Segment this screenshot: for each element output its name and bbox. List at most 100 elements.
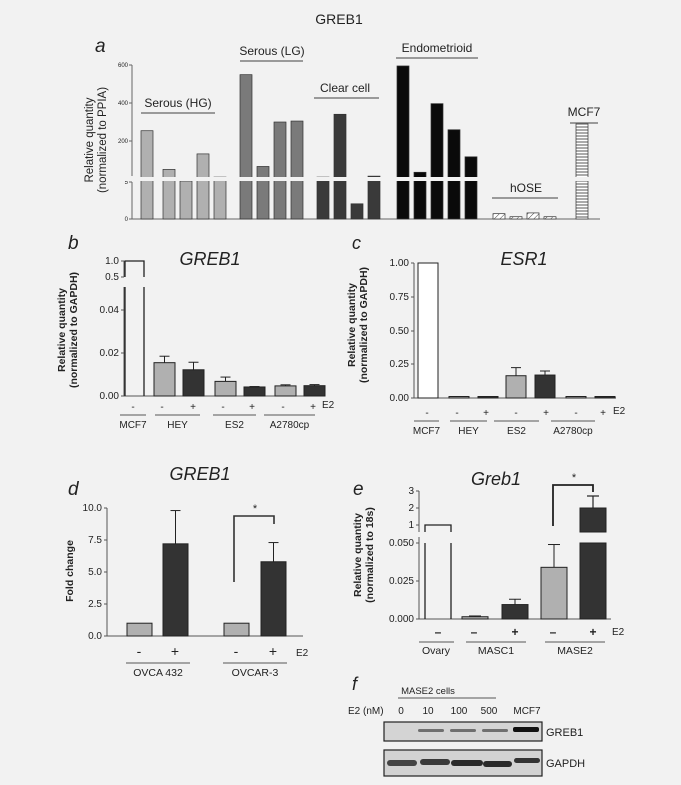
sign: +: [310, 402, 316, 413]
ytick: 3: [408, 486, 414, 497]
panel-f-lane-labels: 0 10 100 500 MCF7: [398, 706, 541, 717]
bar: [273, 121, 287, 220]
bar: [303, 385, 326, 397]
cell-line-label: MCF7: [119, 420, 147, 431]
cell-line-label: ES2: [507, 426, 526, 437]
ytick: 0.00: [390, 393, 410, 404]
panel-a-ylabel-line1: Relative quantity: [84, 97, 96, 182]
panel-c-ylabel-line1: Relative quantity: [346, 283, 358, 367]
sign: -: [514, 408, 517, 419]
panel-a-group-labels: Serous (HG) Serous (LG) Clear cell Endom…: [141, 41, 601, 199]
sign: +: [171, 643, 179, 659]
panel-e-ylabel-line2: (normalized to 18s): [364, 507, 376, 603]
panel-b-title: GREB1: [179, 249, 240, 269]
panel-c: c ESR1 Relative quantity (normalized to …: [346, 233, 626, 437]
panel-d-yticks: 0.0 2.5 5.0 7.5 10.0: [83, 503, 103, 642]
bar: [126, 622, 153, 637]
panel-a-ylabel-line2: (normalized to PPIA): [97, 87, 109, 193]
panel-d-treatment-label: E2: [296, 648, 309, 659]
bar: [540, 566, 568, 620]
blot-label-greb1: GREB1: [546, 727, 583, 739]
panel-label-b: b: [68, 233, 79, 254]
sign: +: [190, 402, 196, 413]
treatment-label: E2: [322, 400, 335, 411]
ytick: 0.0: [88, 631, 102, 642]
panel-b-ylabel-line2: (normalized to GAPDH): [68, 272, 80, 388]
figure-title: GREB1: [315, 11, 363, 27]
blot-greb1: [383, 721, 543, 742]
ytick: 1: [408, 520, 414, 531]
panel-e-title: Greb1: [471, 469, 521, 489]
panel-e-significance-mark: *: [572, 472, 577, 484]
panel-b-bars: [153, 355, 326, 397]
bar: [565, 396, 587, 399]
panel-b-mcf7-bar: [124, 260, 145, 396]
ytick: 2: [408, 503, 414, 514]
sign: +: [249, 402, 255, 413]
bar: [594, 396, 616, 399]
ytick: 0.00: [100, 391, 120, 402]
bar: [477, 396, 499, 399]
bar: [333, 113, 347, 220]
panel-e-ylabel-line1: Relative quantity: [352, 513, 364, 597]
bar: [290, 120, 304, 220]
sign: -: [281, 402, 284, 413]
panel-f: f MASE2 cells E2 (nM) 0 10 100 500 MCF7 …: [348, 674, 585, 777]
cell-line-label: A2780cp: [270, 420, 310, 431]
panel-d-significance-mark: *: [253, 503, 258, 515]
lane-label: 10: [422, 706, 434, 717]
sign: +: [483, 408, 489, 419]
panel-label-c: c: [352, 233, 361, 253]
lane-label: 100: [451, 706, 468, 717]
group-label-mcf7: MCF7: [568, 105, 601, 119]
bar: [223, 622, 250, 637]
sign: +: [269, 643, 277, 659]
panel-d-significance-bracket: [233, 515, 275, 582]
ytick: 10.0: [83, 503, 103, 514]
cell-line-label: MCF7: [413, 426, 441, 437]
bar: [256, 166, 270, 220]
sign: +: [511, 625, 518, 639]
bar: [182, 369, 205, 397]
panel-c-title: ESR1: [500, 249, 547, 269]
panel-e-yticks: 0.000 0.025 0.050 1 2 3: [389, 486, 414, 625]
cell-line-label: OVCAR-3: [232, 667, 279, 679]
ytick: 0.50: [390, 326, 410, 337]
cell-line-label: ES2: [225, 420, 244, 431]
group-label-clear-cell: Clear cell: [320, 81, 370, 95]
cell-line-label: HEY: [458, 426, 479, 437]
panel-d-title: GREB1: [169, 464, 230, 484]
sign: –: [550, 625, 557, 639]
bar: [396, 65, 410, 220]
panel-a: a Relative quantity (normalized to PPIA)…: [84, 36, 605, 223]
bar: [501, 604, 529, 620]
sign: -: [160, 402, 163, 413]
panel-c-ylabel-line2: (normalized to GAPDH): [358, 267, 370, 383]
sign: –: [471, 625, 478, 639]
ytick: 0.000: [389, 614, 414, 625]
panel-d-ylabel: Fold change: [64, 540, 76, 602]
panel-e-treatment-label: E2: [612, 627, 625, 638]
panel-d-cell-lines: OVCA 432 OVCAR-3: [133, 667, 278, 679]
panel-f-group-label: MASE2 cells: [401, 686, 455, 697]
panel-d-signs: - + - +: [137, 643, 277, 659]
panel-a-axis-break: [125, 177, 605, 181]
ytick: 0.5: [105, 272, 119, 283]
bar: [243, 386, 266, 397]
lane-label: 500: [481, 706, 498, 717]
bar: [239, 74, 253, 220]
sign: -: [234, 643, 239, 659]
ytick: 0.25: [390, 359, 410, 370]
sign: -: [131, 402, 134, 413]
ytick: 7.5: [88, 535, 102, 546]
treatment-label: E2: [613, 406, 626, 417]
panel-d: d GREB1 Fold change 0.0 2.5 5.0 7.5 10.0…: [64, 464, 309, 679]
panel-e-signs: – – + – +: [435, 625, 597, 639]
bar: [140, 130, 154, 220]
sign: +: [589, 625, 596, 639]
panel-label-d: d: [68, 479, 80, 500]
cell-line-label: A2780cp: [553, 426, 593, 437]
panel-e: e Greb1 Relative quantity (normalized to…: [352, 469, 625, 657]
sign: +: [600, 408, 606, 419]
bar: [213, 176, 227, 220]
